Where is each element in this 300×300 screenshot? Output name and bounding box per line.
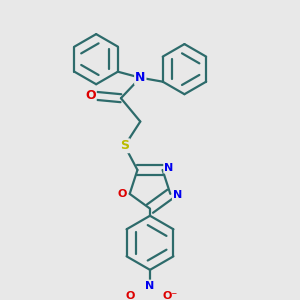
Text: O⁻: O⁻ — [162, 291, 178, 300]
Text: S: S — [120, 139, 129, 152]
Text: N: N — [164, 163, 173, 173]
Text: N: N — [135, 71, 146, 84]
Text: O: O — [118, 189, 127, 199]
Text: N: N — [173, 190, 182, 200]
Text: O: O — [85, 89, 96, 102]
Text: O: O — [125, 291, 135, 300]
Text: N: N — [146, 280, 154, 290]
